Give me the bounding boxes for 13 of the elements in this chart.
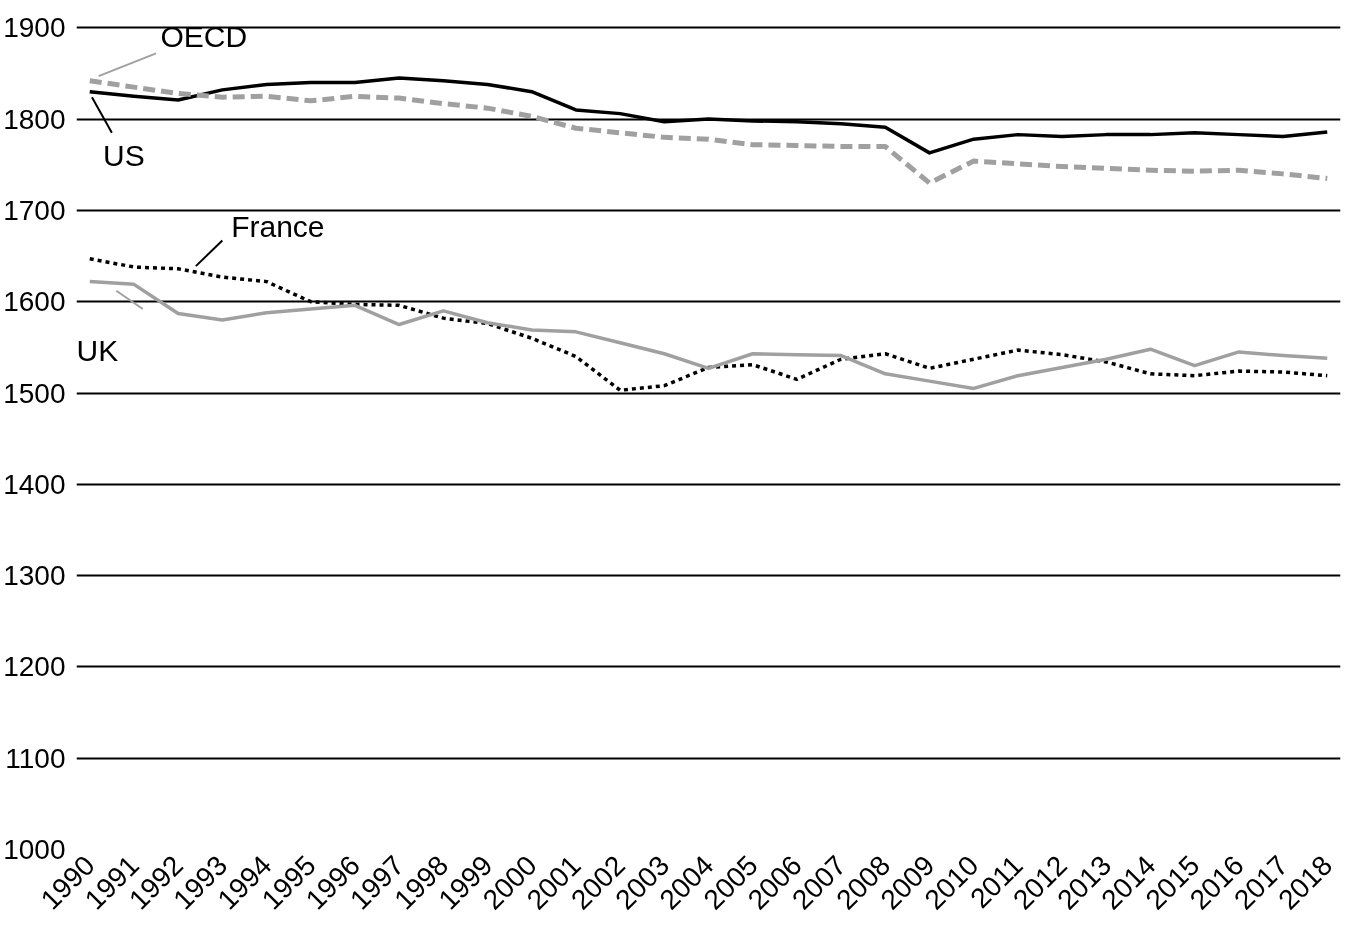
series-label: France: [231, 210, 325, 244]
y-tick-label: 1400: [3, 468, 66, 500]
y-tick-label: 1800: [3, 103, 66, 135]
y-tick-label: 1300: [3, 560, 66, 592]
legend-label: US: [103, 139, 145, 173]
y-tick-label: 1200: [3, 651, 66, 683]
y-tick-label: 1100: [5, 742, 66, 774]
legend-label: UK: [76, 333, 119, 367]
y-tick-label: 1900: [3, 12, 66, 44]
y-tick-label: 1000: [3, 834, 66, 865]
y-tick-label: 1500: [3, 377, 66, 409]
y-tick-label: 1700: [3, 194, 66, 226]
y-tick-label: 1600: [3, 286, 66, 318]
